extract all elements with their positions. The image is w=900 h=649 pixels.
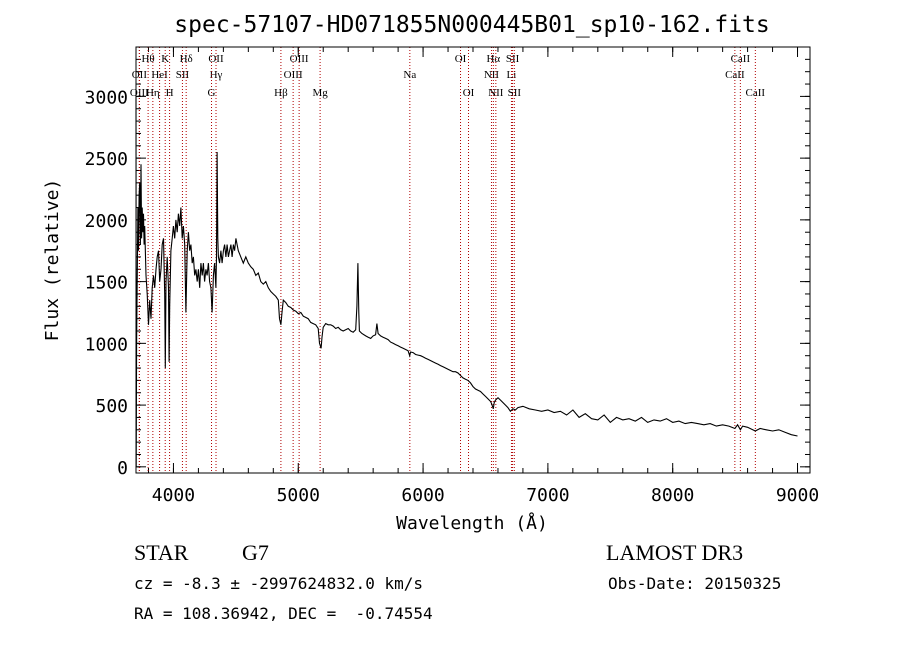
line-marker-label: OIII [284,69,303,81]
y-tick-label: 1500 [85,273,128,294]
line-marker-label: Hδ [180,53,193,65]
line-marker-label: HeI [151,69,168,81]
line-marker-label: Hη [146,87,160,99]
x-tick-label: 8000 [651,485,694,506]
x-tick-label: 9000 [776,485,819,506]
line-marker-label: NII [484,69,500,81]
line-marker-label: OI [455,53,467,65]
chart-title: spec-57107-HD071855N000445B01_sp10-162.f… [174,12,769,38]
line-marker-label: Hγ [210,69,223,81]
y-tick-label: 2000 [85,211,128,232]
survey-label: LAMOST DR3 [606,540,744,565]
line-marker-label: Li [507,69,517,81]
coordinates-text: RA = 108.36942, DEC = -0.74554 [134,604,433,623]
line-marker-label: CaII [731,53,751,65]
y-tick-label: 2500 [85,149,128,170]
line-marker-label: Hθ [141,53,154,65]
y-tick-label: 3000 [85,87,128,108]
x-tick-label: 4000 [152,485,195,506]
x-tick-label: 7000 [526,485,569,506]
line-marker-label: Hα [486,53,500,65]
y-tick-label: 500 [95,396,128,417]
object-class: STAR [134,540,189,565]
line-marker-label: K [161,53,169,65]
line-marker-label: CaII [725,69,745,81]
redshift-text: cz = -8.3 ± -2997624832.0 km/s [134,574,423,593]
x-tick-label: 6000 [401,485,444,506]
line-marker-label: Hβ [274,87,288,99]
object-subclass: G7 [242,540,269,565]
y-axis-label: Flux (relative) [42,179,63,342]
line-marker-label: NII [488,87,504,99]
line-marker-label: Mg [312,87,328,99]
line-marker-label: CaII [746,87,766,99]
line-marker-label: SII [508,87,522,99]
spectrum-line [135,96,798,467]
line-marker-label: OI [463,87,475,99]
line-marker-label: OIII [290,53,309,65]
line-marker-label: Na [403,69,416,81]
line-marker-label: SII [176,69,190,81]
series-layer [135,96,798,467]
x-axis-label: Wavelength (Å) [396,512,548,534]
plot-frame [135,46,811,474]
line-marker-label: SII [506,53,520,65]
y-tick-label: 0 [117,458,128,479]
obs-date-text: Obs-Date: 20150325 [608,574,782,593]
grid-and-ticks: 4000 5000 6000 7000 8000 9000 0 500 1000 1500 2000… [85,46,819,506]
line-marker-label: H [166,87,174,99]
line-marker-label: OIII [130,87,149,99]
x-tick-label: 5000 [277,485,320,506]
y-tick-label: 1000 [85,334,128,355]
line-marker-label: G [208,87,216,99]
